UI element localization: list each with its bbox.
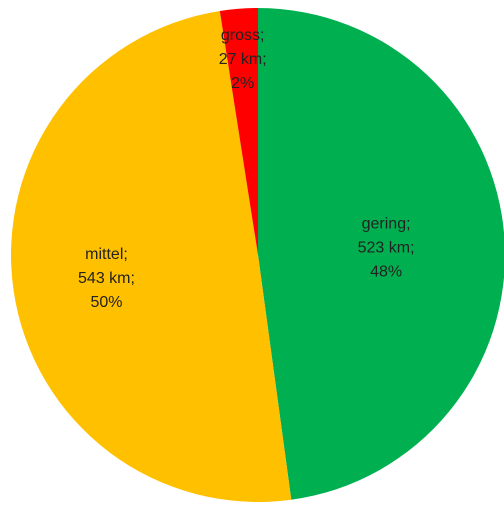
slice-label-line: 48% bbox=[370, 263, 402, 280]
slice-label-line: 523 km; bbox=[358, 239, 415, 256]
slice-label-line: 543 km; bbox=[78, 270, 135, 287]
pie-slice-mittel bbox=[11, 10, 292, 502]
slice-label-line: mittel; bbox=[85, 246, 128, 263]
pie-labels: gering; 523 km; 48% mittel; 543 km; 50% gross;… bbox=[78, 27, 415, 311]
pie-slice-gross bbox=[219, 8, 258, 255]
slice-label-gross: gross; 27 km; 2% bbox=[219, 27, 267, 92]
slice-label-line: 2% bbox=[231, 75, 254, 92]
pie-slices bbox=[11, 8, 504, 502]
pie-slice-gering bbox=[258, 8, 504, 500]
slice-label-line: 27 km; bbox=[219, 51, 267, 68]
slice-label-line: gross; bbox=[221, 27, 265, 44]
slice-label-gering: gering; 523 km; 48% bbox=[358, 215, 415, 280]
slice-label-mittel: mittel; 543 km; 50% bbox=[78, 246, 135, 311]
slice-label-line: 50% bbox=[90, 294, 122, 311]
slice-label-line: gering; bbox=[362, 215, 411, 232]
